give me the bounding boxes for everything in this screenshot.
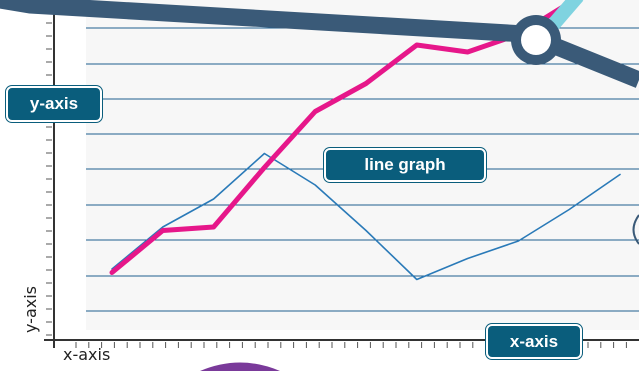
series-lines	[109, 0, 621, 281]
x-axis-callout: x-axis	[486, 324, 582, 359]
purple-accent-shape	[200, 362, 280, 371]
x-axis-label: x-axis	[63, 345, 111, 364]
series-line-magenta	[109, 0, 572, 275]
grid-lines	[86, 27, 639, 312]
edge-bracket	[632, 214, 639, 245]
banner-node-hole	[521, 25, 551, 55]
y-axis-label: y-axis	[21, 285, 40, 333]
top-banner-stroke	[0, 0, 639, 88]
y-axis-callout: y-axis	[6, 86, 102, 122]
line-graph-callout: line graph	[324, 148, 486, 182]
y-axis-ticks	[46, 9, 52, 336]
series-line-blue	[111, 152, 621, 281]
